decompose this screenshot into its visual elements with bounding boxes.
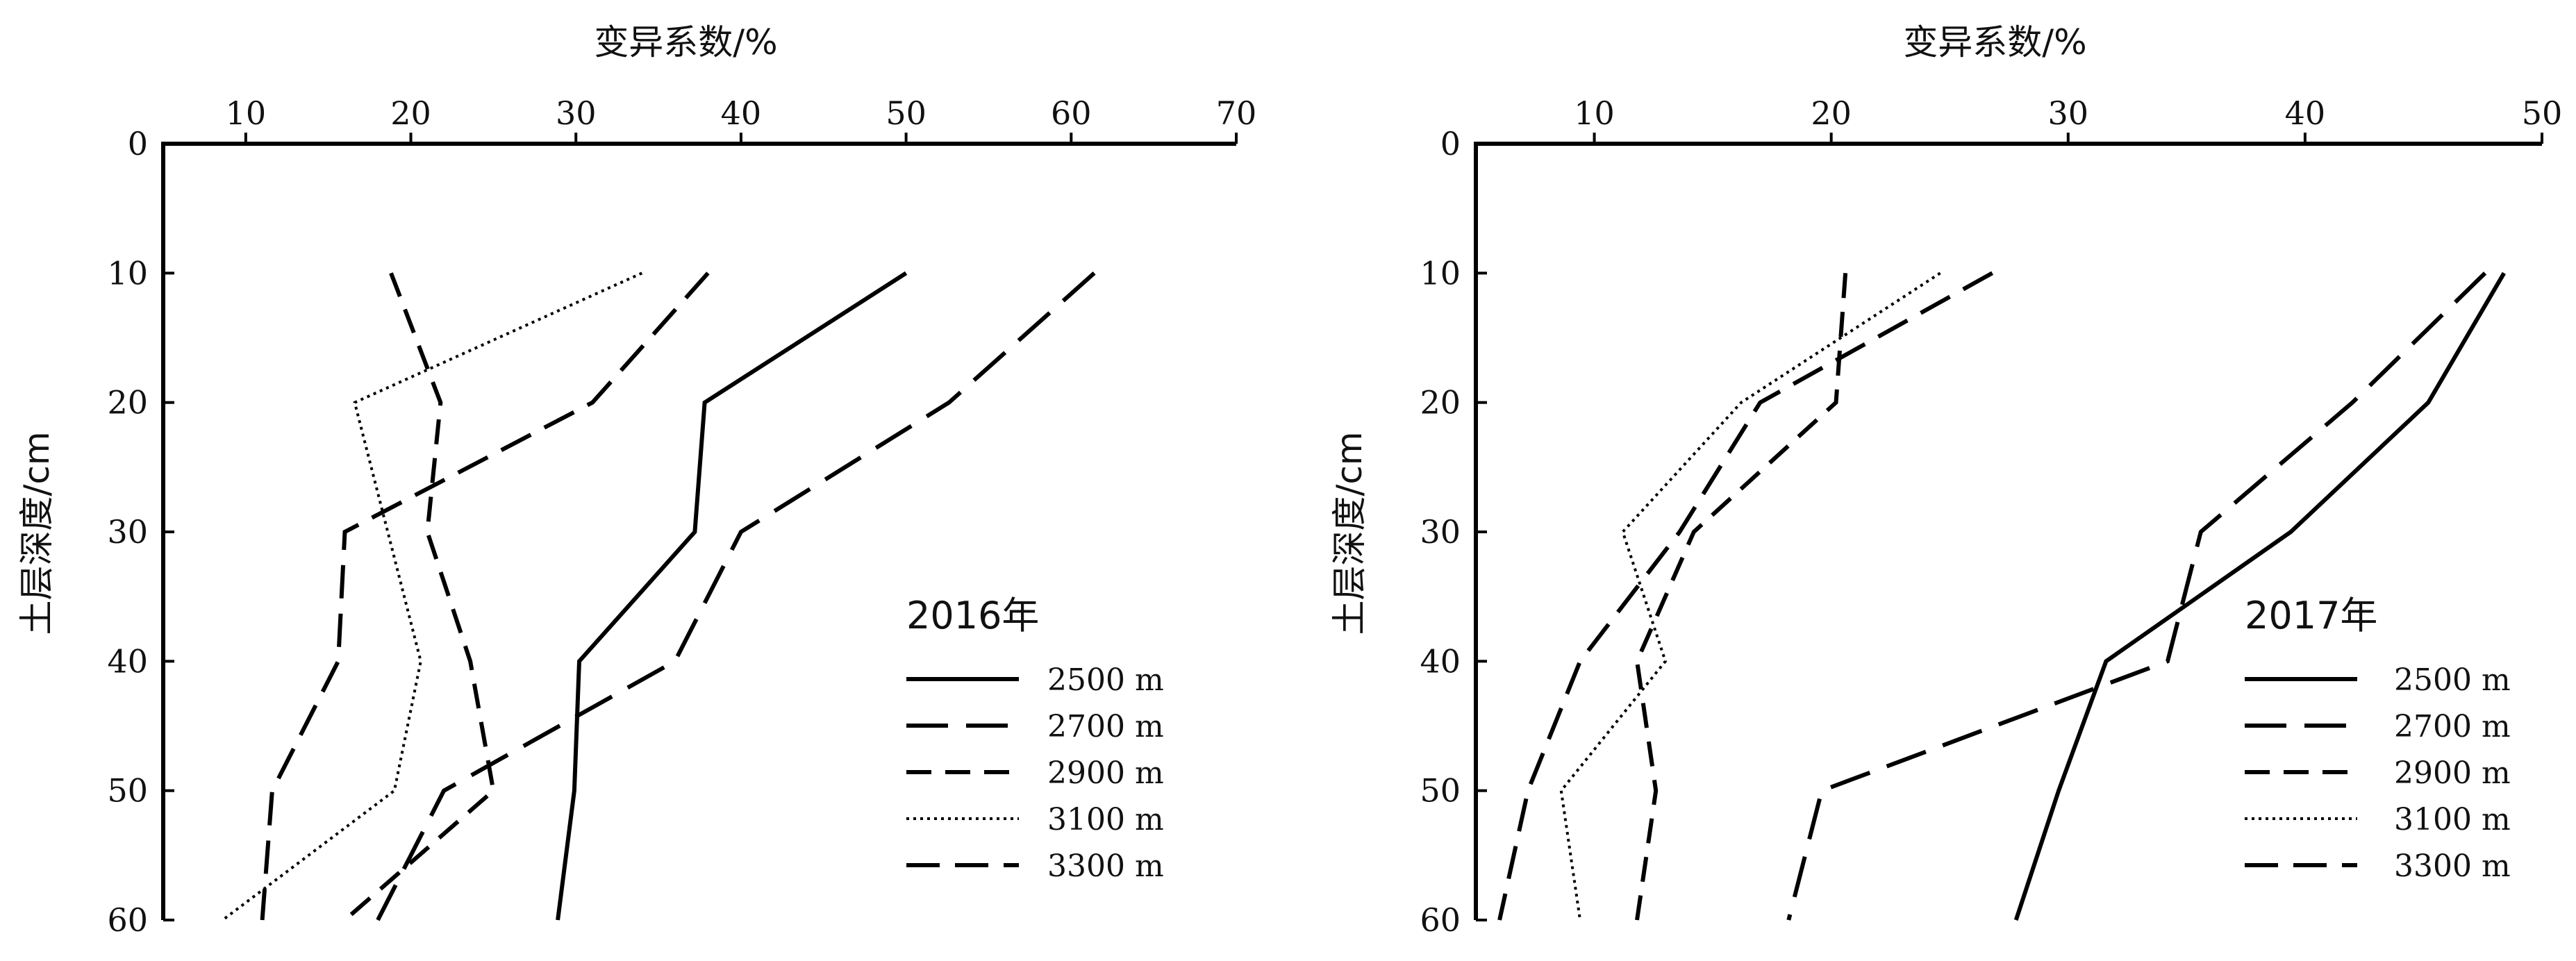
- x-tick-label: 20: [390, 94, 431, 132]
- series-line-2700m: [376, 271, 1096, 921]
- legend-title: 2016年: [906, 594, 1039, 637]
- x-tick-label: 40: [721, 94, 762, 132]
- legend-label: 2900 m: [2394, 755, 2511, 791]
- series-line-2700m: [1786, 271, 2487, 921]
- x-tick-label: 60: [1051, 94, 1092, 132]
- y-axis-title: 土层深度/cm: [17, 431, 57, 635]
- legend: 2017年 2500 m 2700 m 2900 m 3100 m 3300 m: [2245, 594, 2511, 884]
- y-tick-label: 10: [107, 254, 148, 292]
- y-tick-label: 20: [107, 384, 148, 421]
- series-line-2900m: [1634, 273, 1848, 921]
- x-tick-label: 10: [1574, 94, 1615, 132]
- y-tick-label: 50: [1420, 772, 1461, 810]
- y-tick-label: 60: [1420, 901, 1461, 939]
- x-tick-label: 50: [886, 94, 926, 132]
- y-tick-label: 0: [1440, 125, 1461, 162]
- series-line-2500m: [556, 271, 908, 921]
- series-line-3300m: [260, 271, 710, 921]
- y-tick-label: 60: [107, 901, 148, 939]
- x-tick-label: 70: [1216, 94, 1257, 132]
- chart-panel-1: 10 20 30 40 50 60 70 0 10 20 30 40 50 60 变异系数/% 土层深度/cm…: [17, 22, 1256, 939]
- x-tick-label: 50: [2522, 94, 2563, 132]
- y-tick-label: 30: [107, 513, 148, 551]
- y-tick-label: 10: [1420, 254, 1461, 292]
- series-line-3100m: [1559, 271, 1941, 921]
- legend-label: 2700 m: [2394, 709, 2511, 744]
- chart-panel-2: 10 20 30 40 50 0 10 20 30 40 50 60 变异系数/% 土层深度/cm 2017…: [1329, 22, 2562, 939]
- x-tick-label: 30: [556, 94, 597, 132]
- x-tick-label: 20: [1811, 94, 1852, 132]
- legend-label: 3300 m: [1047, 849, 1164, 884]
- series-line-2900m: [343, 272, 496, 922]
- x-axis-title: 变异系数/%: [1903, 22, 2086, 62]
- legend-label: 2500 m: [2394, 662, 2511, 698]
- series-line-2500m: [2013, 271, 2506, 921]
- series-line-3300m: [1497, 271, 1994, 921]
- x-axis-title: 变异系数/%: [594, 22, 777, 62]
- legend-label: 2700 m: [1047, 709, 1164, 744]
- x-tick-label: 10: [226, 94, 267, 132]
- legend-label: 3300 m: [2394, 849, 2511, 884]
- y-tick-label: 30: [1420, 513, 1461, 551]
- x-tick-label: 40: [2285, 94, 2326, 132]
- y-axis-title: 土层深度/cm: [1329, 431, 1370, 635]
- y-tick-label: 40: [107, 642, 148, 680]
- legend-label: 2900 m: [1047, 755, 1164, 791]
- series-line-3100m: [222, 271, 643, 921]
- y-tick-label: 20: [1420, 384, 1461, 421]
- legend-label: 2500 m: [1047, 662, 1164, 698]
- y-tick-label: 0: [128, 125, 148, 162]
- y-tick-label: 50: [107, 772, 148, 810]
- legend-title: 2017年: [2245, 594, 2377, 637]
- y-tick-label: 40: [1420, 642, 1461, 680]
- x-tick-label: 30: [2048, 94, 2089, 132]
- legend-label: 3100 m: [1047, 802, 1164, 837]
- legend-label: 3100 m: [2394, 802, 2511, 837]
